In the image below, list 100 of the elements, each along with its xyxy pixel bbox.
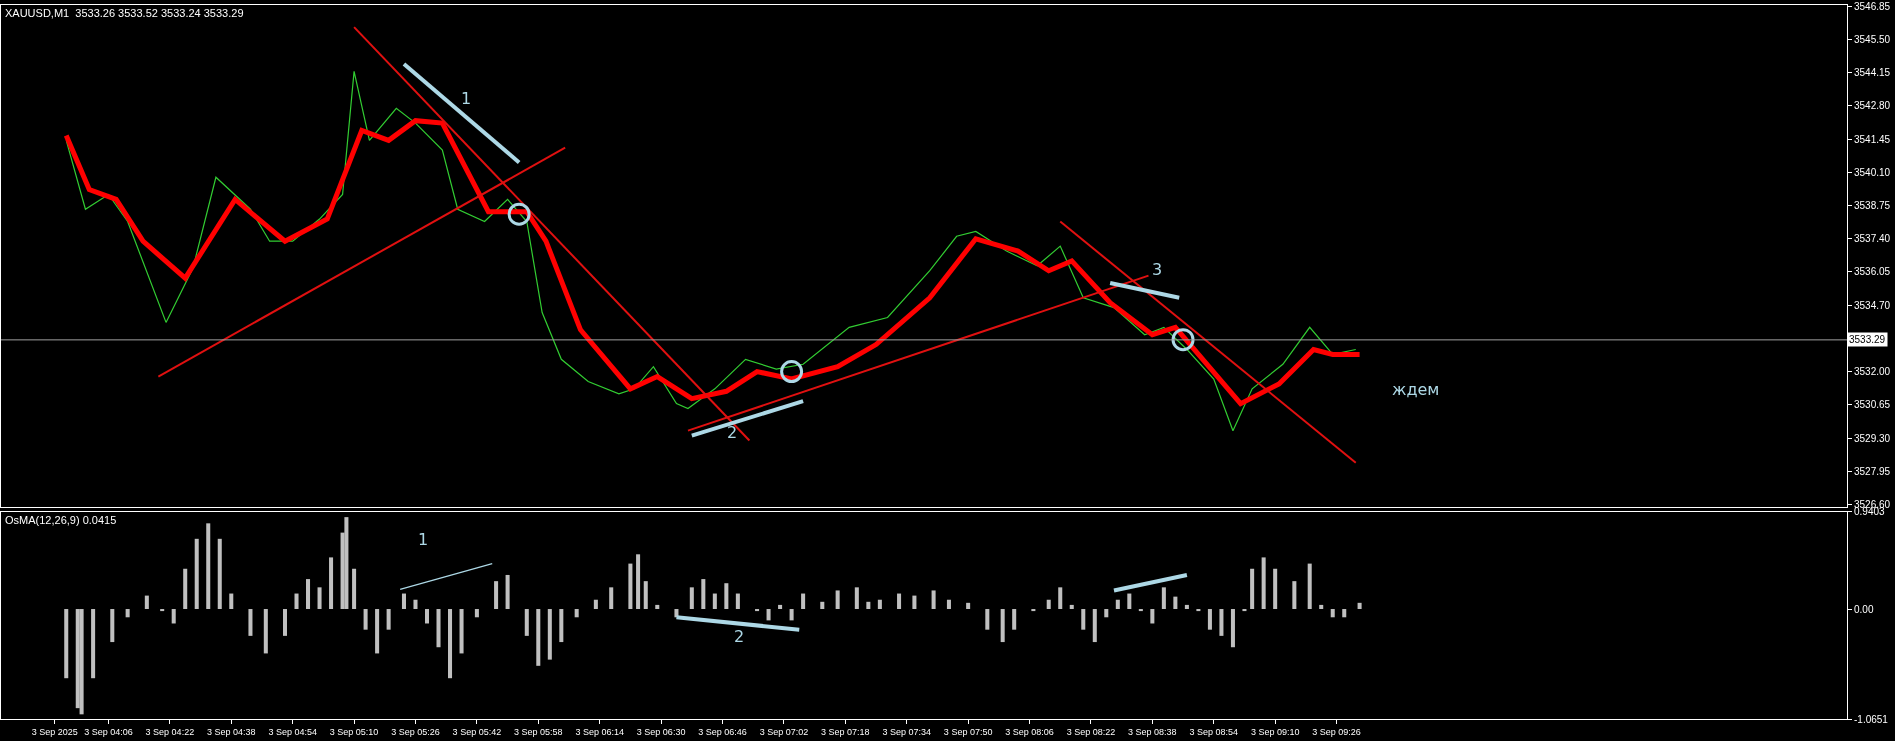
bar — [1261, 557, 1266, 610]
bar — [1184, 604, 1189, 610]
bar — [363, 609, 368, 630]
x-tick-label: 3 Sep 07:50 — [943, 726, 993, 737]
x-tick-label: 3 Sep 08:22 — [1066, 726, 1116, 737]
bar — [1319, 604, 1324, 610]
x-tick-label: 3 Sep 08:54 — [1189, 726, 1239, 737]
bar — [79, 609, 84, 715]
annotation: 2 — [734, 627, 745, 646]
bar — [1307, 563, 1312, 610]
bar — [593, 599, 598, 610]
bar — [459, 609, 464, 654]
bar — [755, 609, 760, 612]
y-tick-label: 3546.85 — [1854, 0, 1891, 12]
bar — [1115, 599, 1120, 610]
bar — [505, 574, 510, 610]
bar — [1173, 596, 1178, 610]
bar — [766, 609, 771, 621]
bar — [985, 609, 990, 630]
bar — [1196, 609, 1201, 612]
bar — [912, 595, 917, 610]
bar — [643, 581, 648, 610]
y-tick-label: 3537.40 — [1854, 233, 1891, 245]
bar — [1161, 587, 1166, 610]
bar — [448, 609, 453, 679]
x-tick-label: 3 Sep 08:38 — [1128, 726, 1177, 737]
bar — [778, 604, 783, 610]
bar — [424, 609, 430, 624]
bar — [931, 590, 936, 610]
bar — [344, 517, 349, 610]
annotation: 3 — [1152, 260, 1163, 279]
y-tick-label: 3532.00 — [1854, 366, 1891, 378]
bar — [401, 593, 406, 610]
bar — [1031, 609, 1036, 612]
bar — [1127, 593, 1132, 610]
bar — [1273, 568, 1278, 610]
x-tick-label: 3 Sep 05:10 — [329, 726, 379, 737]
bar — [735, 593, 740, 610]
x-tick-label: 3 Sep 09:10 — [1250, 726, 1300, 737]
chart-title: OsMA(12,26,9) 0.0415 — [5, 514, 117, 526]
bar — [352, 568, 357, 610]
bar — [1207, 609, 1212, 630]
bar — [559, 609, 564, 643]
bar — [674, 609, 679, 618]
y-tick-label: 0.00 — [1854, 603, 1874, 615]
bar — [1230, 609, 1235, 648]
chart-title: XAUUSD,M1 3533.26 3533.52 3533.24 3533.29 — [5, 7, 244, 19]
bar — [329, 557, 334, 610]
bar — [1081, 609, 1086, 630]
bar — [436, 609, 441, 648]
bar — [1250, 568, 1255, 610]
bar — [1058, 587, 1063, 610]
bar — [1357, 602, 1362, 610]
x-tick-label: 3 Sep 09:26 — [1312, 726, 1361, 737]
bar — [689, 587, 694, 610]
bar — [160, 609, 165, 612]
y-tick-label: 0.9403 — [1854, 506, 1886, 518]
bar — [1012, 609, 1017, 630]
x-tick-label: 3 Sep 06:14 — [575, 726, 624, 737]
y-tick-label: 3542.80 — [1854, 100, 1891, 112]
x-tick-label: 3 Sep 2025 — [31, 726, 78, 737]
bar — [110, 609, 115, 643]
bar — [375, 609, 380, 654]
bar — [1138, 609, 1143, 612]
bar — [282, 609, 288, 636]
bar — [413, 599, 418, 610]
bar — [1292, 581, 1297, 610]
bar — [125, 609, 130, 618]
bar — [294, 593, 299, 610]
y-tick-label: 3540.10 — [1854, 166, 1891, 178]
x-tick-label: 3 Sep 05:58 — [514, 726, 563, 737]
annotation: 2 — [727, 423, 738, 442]
bar — [801, 593, 806, 610]
x-tick-label: 3 Sep 06:46 — [698, 726, 747, 737]
bar — [655, 604, 660, 610]
bar — [854, 587, 859, 610]
bar — [946, 599, 951, 610]
x-tick-label: 3 Sep 04:22 — [145, 726, 195, 737]
bar — [712, 593, 717, 610]
bar — [194, 538, 199, 610]
bar — [966, 602, 971, 610]
bar — [144, 595, 149, 610]
bar — [1330, 609, 1335, 618]
bar — [574, 609, 579, 618]
bar — [317, 587, 322, 610]
annotation: ждем — [1392, 380, 1440, 399]
point — [780, 360, 804, 384]
bar — [547, 609, 552, 660]
x-tick-label: 3 Sep 05:42 — [452, 726, 502, 737]
y-tick-label: 3529.30 — [1854, 432, 1891, 444]
point — [507, 202, 531, 226]
bar — [835, 590, 840, 610]
bar — [866, 601, 871, 610]
x-tick-label: 3 Sep 07:34 — [882, 726, 931, 737]
x-tick-label: 3 Sep 06:30 — [636, 726, 686, 737]
bar — [820, 601, 825, 610]
y-tick-label: 3536.05 — [1854, 266, 1891, 278]
bar — [628, 563, 633, 610]
annotation: 1 — [418, 530, 429, 549]
annotation: 1 — [461, 89, 472, 108]
